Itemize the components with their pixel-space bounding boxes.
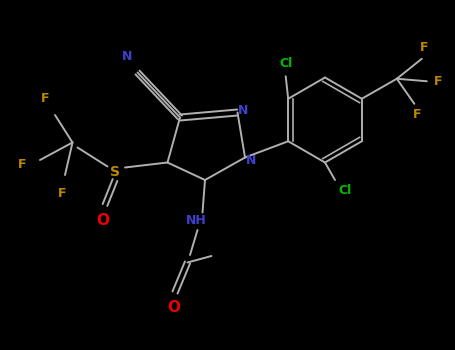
Text: O: O [96,212,109,228]
Text: NH: NH [186,214,207,226]
Text: Cl: Cl [279,57,292,70]
Text: N: N [238,104,249,117]
Text: F: F [18,159,27,172]
Text: F: F [420,41,429,54]
Text: N: N [246,154,256,167]
Text: S: S [110,166,120,180]
Text: F: F [434,75,442,88]
Text: N: N [122,50,133,63]
Text: F: F [58,187,67,200]
Text: F: F [413,108,421,121]
Text: Cl: Cl [339,183,352,196]
Text: F: F [41,92,49,105]
Text: O: O [167,300,181,315]
